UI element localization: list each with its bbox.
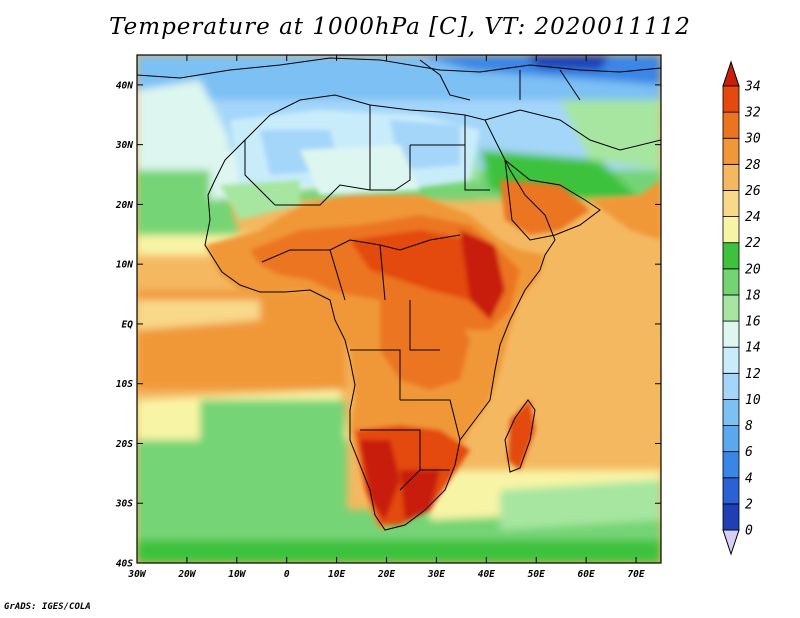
x-tick-label: 0 [284, 569, 290, 580]
colorbar-label: 22 [745, 236, 761, 251]
y-tick-label: 30S [115, 499, 133, 510]
colorbar-label: 20 [745, 262, 761, 277]
x-axis: 30W 20W 10W 0 10E 20E 30E 40E 50E 60E 70E [127, 55, 645, 580]
colorbar-swatch [722, 268, 740, 296]
x-tick-label: 30E [427, 569, 445, 580]
temperature-field [137, 55, 661, 563]
colorbar-label: 0 [745, 524, 753, 539]
colorbar-under-arrow [722, 529, 740, 556]
colorbar-swatch [722, 216, 740, 244]
x-tick-label: 10E [328, 569, 345, 580]
colorbar-swatch [722, 294, 740, 322]
y-tick-label: 40S [116, 559, 133, 570]
colorbar-swatch [722, 477, 740, 505]
x-tick-label: 20E [377, 569, 395, 580]
x-tick-label: 70E [627, 569, 644, 580]
colorbar-label: 16 [745, 315, 761, 330]
x-tick-label: 40E [478, 569, 495, 580]
colorbar-label: 24 [745, 210, 761, 225]
colorbar-label: 4 [745, 471, 753, 486]
colorbar-label: 8 [745, 419, 753, 434]
colorbar-label: 2 [745, 497, 753, 512]
footer-credit: GrADS: IGES/COLA [4, 602, 91, 612]
colorbar-label: 32 [744, 106, 761, 121]
y-tick-label: 20N [115, 200, 133, 211]
colorbar-label: 34 [744, 80, 761, 95]
plot-frame [136, 54, 662, 564]
colorbar-label: 28 [745, 158, 761, 173]
y-tick-label: 40N [116, 80, 133, 91]
x-tick-label: 10W [228, 569, 246, 580]
colorbar-swatch [722, 346, 740, 374]
chart-title: Temperature at 1000hPa [C], VT: 20200111… [109, 14, 691, 40]
colorbar-label: 10 [745, 393, 761, 408]
colorbar-swatch [722, 85, 740, 113]
colorbar-label: 12 [745, 367, 761, 382]
x-tick-label: 30W [127, 569, 146, 580]
y-tick-label: 30N [115, 140, 133, 151]
colorbar-swatch [722, 320, 740, 348]
colorbar-swatch [722, 242, 740, 270]
colorbar-label: 26 [745, 184, 761, 199]
x-tick-label: 50E [528, 569, 545, 580]
y-axis: 40S 30S 20S 10S EQ 10N 20N 30N 40N [115, 80, 661, 570]
colorbar-swatch [722, 190, 740, 217]
y-tick-label: EQ [122, 319, 134, 330]
x-tick-label: 20W [177, 569, 196, 580]
colorbar-label: 30 [744, 132, 761, 147]
x-tick-label: 60E [578, 569, 595, 580]
colorbar-swatch [722, 503, 740, 531]
y-tick-label: 10N [116, 260, 133, 271]
colorbar-swatch [722, 163, 740, 191]
colorbar-over-arrow [722, 60, 740, 87]
colorbar-swatch [722, 399, 740, 426]
coastlines [137, 57, 661, 531]
colorbar-label: 14 [745, 341, 761, 356]
colorbar-swatch [722, 111, 740, 139]
colorbar-swatch [722, 451, 740, 479]
y-tick-label: 20S [115, 439, 133, 450]
colorbar-swatch [722, 137, 740, 165]
y-tick-label: 10S [116, 379, 133, 390]
colorbar-swatch [722, 372, 740, 400]
colorbar-label: 6 [745, 445, 753, 460]
colorbar-label: 18 [745, 288, 761, 303]
colorbar-swatch [722, 425, 740, 453]
